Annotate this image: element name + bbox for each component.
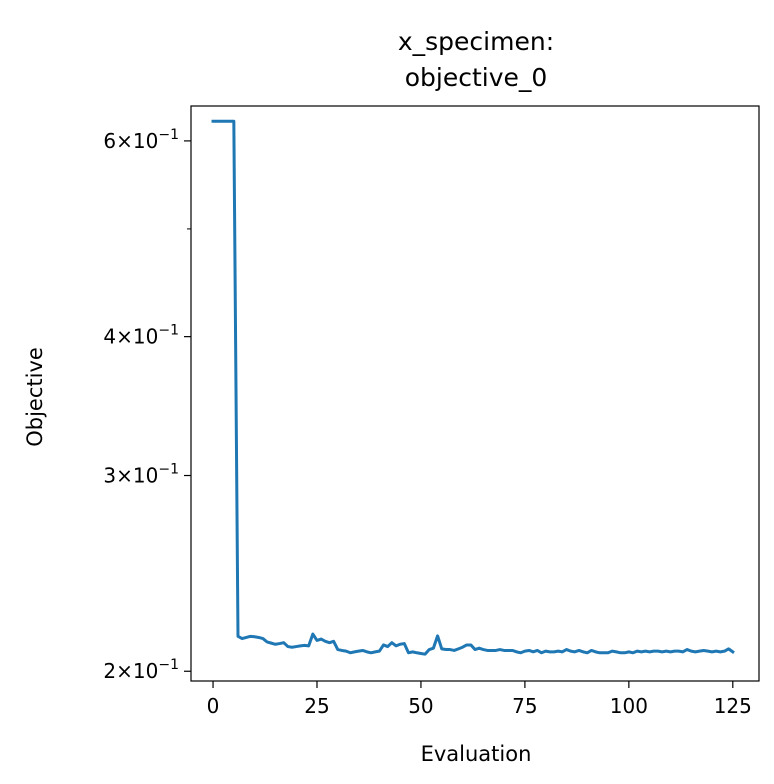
- y-axis-ticks: 6×10−1 4×10−1 3×10−1 2×10−1: [103, 127, 191, 683]
- y-tick-label: 2×10−1: [103, 657, 179, 683]
- x-tick-label: 100: [610, 694, 648, 718]
- x-axis-label: Evaluation: [421, 742, 532, 766]
- chart-title-line-2: objective_0: [405, 63, 548, 92]
- y-tick-label: 3×10−1: [103, 462, 179, 488]
- plot-area: 0 25 50 75 100 125 6×10−1 4×10−1 3×10−1 2×10−1: [103, 105, 760, 718]
- series-layer: [211, 119, 735, 656]
- x-axis-ticks: 0 25 50 75 100 125: [207, 681, 752, 718]
- x-tick-label: 75: [512, 694, 537, 718]
- x-tick-label: 50: [408, 694, 433, 718]
- y-tick-label: 4×10−1: [103, 323, 179, 349]
- y-axis-label: Objective: [23, 347, 47, 447]
- series-line: [211, 119, 735, 656]
- plot-frame: [190, 105, 760, 682]
- y-tick-label: 6×10−1: [103, 127, 179, 153]
- x-tick-label: 125: [714, 694, 752, 718]
- x-tick-label: 25: [304, 694, 329, 718]
- x-tick-label: 0: [207, 694, 220, 718]
- chart-title-line-1: x_specimen:: [398, 27, 554, 56]
